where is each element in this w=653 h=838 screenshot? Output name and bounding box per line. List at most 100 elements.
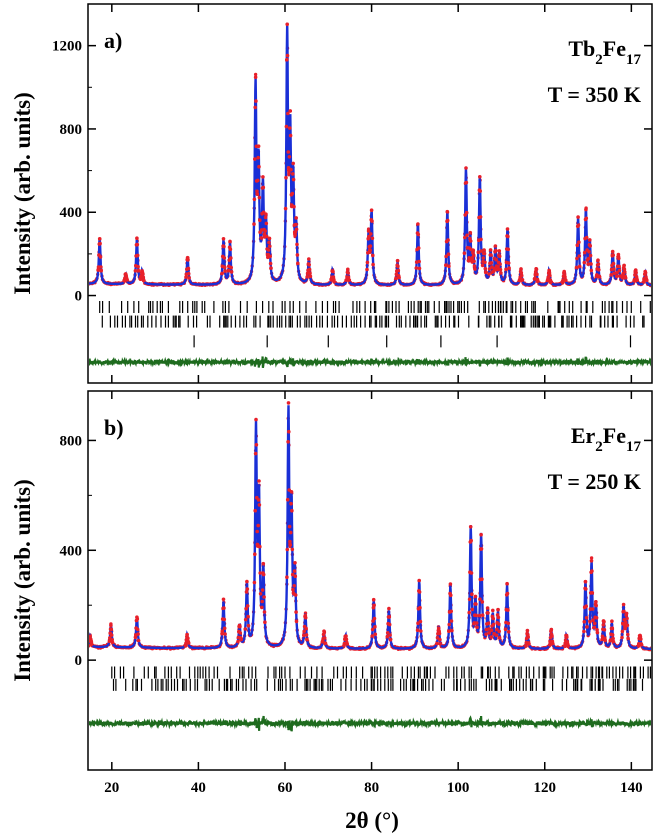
panel-a-observed-peak-point xyxy=(252,222,256,226)
panel-b-observed-peak-point xyxy=(292,569,297,573)
panel-b-temperature: T = 250 K xyxy=(548,469,641,494)
panel-a-observed-overlay xyxy=(96,22,649,285)
panel-b-observed-peak-point xyxy=(417,590,422,594)
panel-a-observed-peak-point xyxy=(641,280,646,284)
panel-a-observed-peak-point xyxy=(396,264,400,269)
panel-a-observed-peak-point xyxy=(597,267,601,272)
panel-b-observed-peak-point xyxy=(639,643,644,647)
panel-a-observed-peak-point xyxy=(464,180,469,185)
panel-a-observed-peak-point xyxy=(268,254,273,259)
panel-a-observed-peak-point xyxy=(468,230,473,235)
panel-b-observed-peak-point xyxy=(136,632,140,636)
panel-b-observed-peak-point xyxy=(245,579,249,584)
panel-a-observed-peak-point xyxy=(623,276,628,280)
panel-a-observed-peak-point xyxy=(582,250,587,255)
panel-a-observed-peak-point xyxy=(286,150,291,154)
panel-b-observed-peak-point xyxy=(110,640,115,645)
panel-b-observed-peak-point xyxy=(506,621,511,626)
panel-a-observed-peak-point xyxy=(395,258,400,263)
panel-b-observed-peak-point xyxy=(626,636,630,641)
panel-a-observed-peak-point xyxy=(478,175,482,179)
panel-b-observed-peak-point xyxy=(448,582,453,586)
panel-b-observed-peak-point xyxy=(491,622,496,627)
panel-a-data xyxy=(89,22,651,368)
panel-a-observed-peak-point xyxy=(367,234,371,239)
panel-b-observed-peak-point xyxy=(293,593,298,597)
panel-b-observed-peak-point xyxy=(261,561,266,566)
panel-a-observed-peak-point xyxy=(560,281,565,285)
panel-a-observed-peak-point xyxy=(255,178,260,183)
panel-a-observed-peak-point xyxy=(519,271,524,275)
panel-b-observed-peak-point xyxy=(260,588,265,592)
panel-b-observed-peak-point xyxy=(243,617,248,622)
panel-a-observed-peak-point xyxy=(291,172,295,176)
panel-b-observed-peak-point xyxy=(253,451,258,456)
panel-a-observed-peak-point xyxy=(498,262,502,266)
panel-a-y-tick-label: 0 xyxy=(75,289,83,305)
panel-a-observed-peak-point xyxy=(291,177,296,182)
panel-b-observed-peak-point xyxy=(136,638,141,643)
x-tick-label: 40 xyxy=(191,780,206,796)
panel-b-calculated-line xyxy=(89,405,651,650)
panel-b-observed-peak-point xyxy=(550,634,554,638)
panel-b-observed-peak-point xyxy=(285,547,290,552)
panel-a-observed-peak-point xyxy=(369,232,373,236)
panel-b-observed-peak-point xyxy=(435,641,439,646)
panel-a-observed-peak-point xyxy=(492,269,496,273)
panel-b-observed-peak-point xyxy=(480,613,485,617)
panel-b-observed-peak-point xyxy=(290,547,295,552)
panel-a-observed-peak-point xyxy=(478,189,483,193)
panel-a-observed-peak-point xyxy=(285,53,290,58)
panel-b-observed-peak-point xyxy=(288,530,293,535)
panel-a-observed-peak-point xyxy=(141,275,146,280)
panel-b-observed-peak-point xyxy=(449,609,454,614)
panel-a-observed-peak-point xyxy=(497,249,502,253)
panel-a-observed-peak-point xyxy=(576,215,580,219)
panel-a-observed-peak-point xyxy=(506,247,511,252)
panel-a-observed-peak-point xyxy=(253,105,257,110)
panel-b-observed-peak-point xyxy=(626,632,630,637)
panel-b-observed-peak-point xyxy=(345,642,350,646)
panel-a-observed-peak-point xyxy=(535,279,540,284)
panel-a-bragg-row-3 xyxy=(193,335,632,348)
panel-a-observed-peak-point xyxy=(283,206,288,211)
panel-a-bragg-row-1 xyxy=(99,300,651,313)
panel-a-observed-peak-point xyxy=(295,253,300,257)
panel-a-observed-peak-point xyxy=(332,280,337,284)
panel-b-observed-peak-point xyxy=(109,627,114,632)
panel-b-observed-peak-point xyxy=(602,620,606,624)
panel-b-observed-peak-point xyxy=(625,616,629,621)
panel-b-observed-peak-point xyxy=(592,625,597,630)
panel-b-observed-peak-point xyxy=(585,625,589,629)
panel-a-y-axis-title: Intensity (arb. units) xyxy=(10,92,35,295)
panel-b-observed-peak-point xyxy=(477,613,482,618)
panel-a-observed-peak-point xyxy=(612,267,616,271)
panel-b-observed-peak-point xyxy=(388,633,392,637)
panel-a-observed-peak-point xyxy=(481,256,486,260)
panel-b-observed-peak-point xyxy=(245,604,250,608)
panel-b-observed-peak-point xyxy=(582,629,586,634)
panel-b-observed-peak-point xyxy=(590,569,594,573)
panel-a-observed-peak-point xyxy=(284,124,289,129)
panel-b-label: b) xyxy=(104,415,124,440)
panel-b-frame xyxy=(87,390,653,771)
panel-a-observed-peak-point xyxy=(394,276,398,281)
panel-b-observed-peak-point xyxy=(243,627,248,631)
panel-a-observed-peak-point xyxy=(562,269,566,274)
panel-a-observed-peak-point xyxy=(447,264,451,269)
panel-a-compound-formula: Tb2Fe17 xyxy=(568,36,641,68)
panel-a-observed-peak-point xyxy=(489,261,494,265)
panel-b-observed-peak-point xyxy=(594,616,599,620)
panel-b-observed-peak-point xyxy=(388,637,393,642)
panel-a-observed-peak-point xyxy=(305,275,310,279)
panel-b-observed-peak-point xyxy=(487,631,492,635)
panel-a-observed-peak-point xyxy=(483,266,488,271)
panel-b-observed-peak-point xyxy=(486,621,491,626)
panel-a-observed-peak-point xyxy=(582,260,587,265)
panel-b-observed-peak-point xyxy=(497,622,501,626)
panel-a-observed-peak-point xyxy=(617,268,622,273)
panel-a-observed-peak-point xyxy=(252,197,257,202)
panel-a-observed-peak-point xyxy=(444,263,448,268)
panel-b: 0 400 800 20 40 60 80 100 120 140 Intensity (arb. … xyxy=(10,390,653,796)
